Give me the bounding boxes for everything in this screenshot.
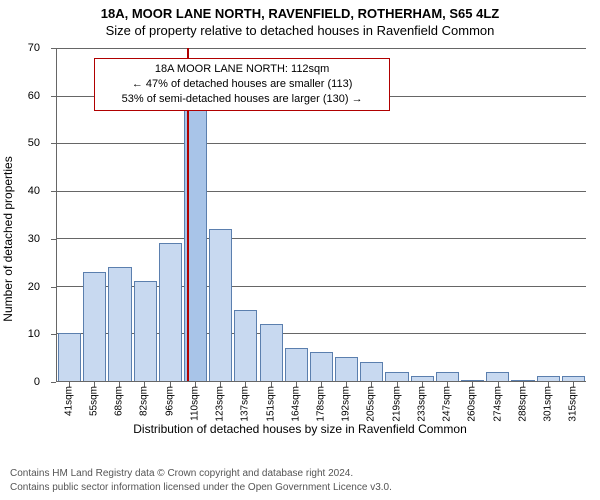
y-tick-label: 70 [0,42,40,54]
info-box: 18A MOOR LANE NORTH: 112sqm ← 47% of det… [94,58,390,111]
y-tick-label: 0 [0,376,40,388]
y-tick-mark [51,96,56,97]
x-tick-label: 192sqm [341,386,352,422]
histogram-bar [360,362,383,381]
histogram-bar [260,324,283,381]
histogram-bar [108,267,131,381]
page-title-line2: Size of property relative to detached ho… [0,21,600,38]
y-tick-mark [51,143,56,144]
bar-slot [510,48,535,381]
y-tick-mark [51,382,56,383]
info-line-1: 18A MOOR LANE NORTH: 112sqm [103,62,381,77]
bar-slot [410,48,435,381]
x-tick-label: 151sqm [265,386,276,422]
x-tick-label: 315sqm [568,386,579,422]
x-tick-label: 219sqm [391,386,402,422]
histogram-bar [335,357,358,381]
x-tick-label: 260sqm [467,386,478,422]
histogram-bar [209,229,232,381]
histogram-bar [134,281,157,381]
histogram-bar [411,376,434,381]
y-tick-label: 60 [0,90,40,102]
bar-slot [485,48,510,381]
x-tick-label: 96sqm [164,386,175,416]
x-tick-label: 178sqm [316,386,327,422]
y-tick-mark [51,48,56,49]
y-tick-mark [51,334,56,335]
license-text: Contains HM Land Registry data © Crown c… [10,467,392,494]
histogram-bar [537,376,560,381]
x-tick-label: 205sqm [366,386,377,422]
histogram-bar [486,372,509,382]
x-tick-label: 123sqm [215,386,226,422]
y-tick-label: 50 [0,137,40,149]
bar-slot [561,48,586,381]
x-tick-label: 41sqm [63,386,74,416]
y-tick-label: 30 [0,233,40,245]
x-axis-label: Distribution of detached houses by size … [0,422,600,436]
histogram-bar [234,310,257,381]
page-title-line1: 18A, MOOR LANE NORTH, RAVENFIELD, ROTHER… [0,0,600,21]
x-tick-label: 247sqm [442,386,453,422]
info-line-3: 53% of semi-detached houses are larger (… [103,92,381,107]
histogram-bar [436,372,459,382]
x-tick-label: 301sqm [543,386,554,422]
x-tick-label: 137sqm [240,386,251,422]
histogram-bar [310,352,333,381]
histogram-bar [159,243,182,381]
x-tick-label: 110sqm [189,386,200,421]
x-tick-label: 164sqm [290,386,301,422]
y-tick-label: 40 [0,185,40,197]
x-tick-label: 68sqm [114,386,125,416]
histogram-bar [285,348,308,381]
histogram-bar [83,272,106,381]
histogram-bar [511,380,534,381]
license-line-1: Contains HM Land Registry data © Crown c… [10,467,392,481]
plot-area: 18A MOOR LANE NORTH: 112sqm ← 47% of det… [56,48,586,382]
x-tick-label: 274sqm [492,386,503,422]
bar-slot [536,48,561,381]
y-tick-label: 10 [0,328,40,340]
info-line-2: ← 47% of detached houses are smaller (11… [103,77,381,92]
x-tick-label: 233sqm [416,386,427,422]
y-tick-mark [51,191,56,192]
histogram-bar [385,372,408,382]
histogram-bar [58,333,81,381]
bar-slot [435,48,460,381]
license-line-2: Contains public sector information licen… [10,481,392,495]
y-tick-mark [51,287,56,288]
y-tick-mark [51,239,56,240]
x-tick-label: 55sqm [88,386,99,416]
histogram-bar [562,376,585,381]
x-tick-label: 82sqm [139,386,150,416]
bar-slot [460,48,485,381]
x-tick-label: 288sqm [517,386,528,422]
histogram-bar [461,380,484,381]
y-tick-label: 20 [0,281,40,293]
chart-container: Number of detached properties 18A MOOR L… [0,40,600,438]
bar-slot [57,48,82,381]
